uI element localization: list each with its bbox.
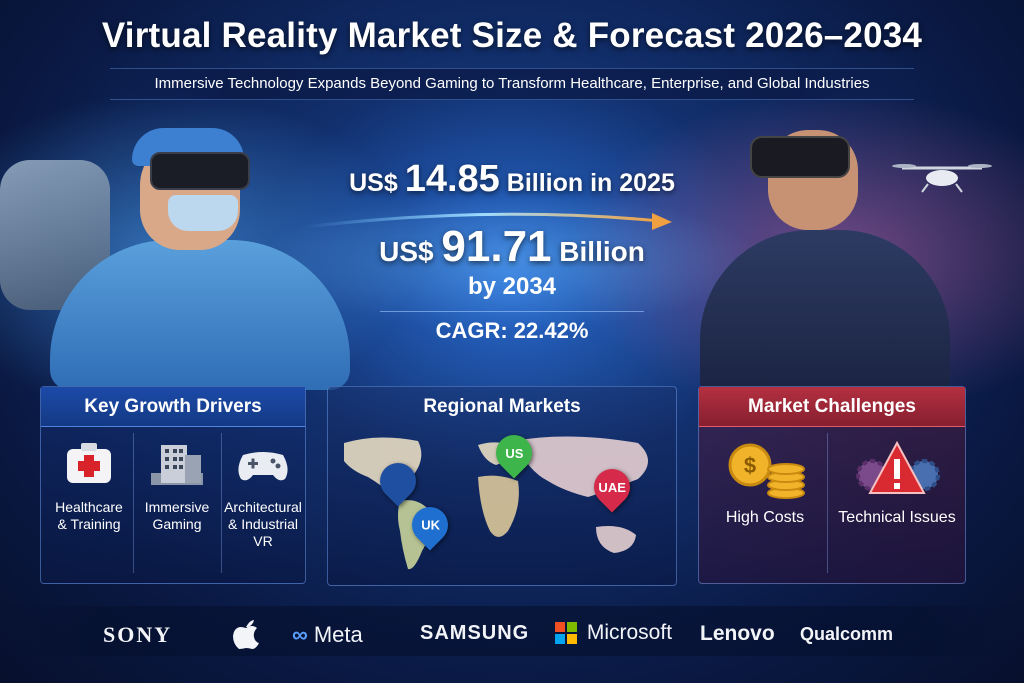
- vr-headset-icon: [750, 136, 850, 178]
- drone-icon: [892, 164, 992, 193]
- divider: [827, 433, 828, 573]
- meta-logo: ∞ Meta: [292, 622, 363, 647]
- challenge-high-costs: $ High Costs: [705, 439, 825, 527]
- page-subtitle: Immersive Technology Expands Beyond Gami…: [154, 75, 870, 92]
- currency-prefix: US$: [349, 169, 398, 197]
- driver-label: Immersive Gaming: [144, 499, 210, 532]
- qualcomm-logo: Qualcomm: [800, 624, 894, 644]
- surgeon-gown: [50, 240, 350, 390]
- regional-markets-panel: Regional Markets US UAE UK: [327, 386, 677, 586]
- panel-title: Key Growth Drivers: [41, 387, 305, 427]
- current-market-size: US$ 14.85 Billion in 2025: [0, 158, 1024, 201]
- market-challenges-panel: Market Challenges $ High Costs: [698, 386, 966, 584]
- warning-gears-icon: [852, 439, 942, 501]
- driver-label: Architectural & Industrial VR: [224, 499, 302, 549]
- microsoft-windows-icon: [555, 622, 577, 645]
- current-value: 14.85: [404, 158, 500, 200]
- panel-title: Market Challenges: [699, 387, 965, 427]
- panel-title: Regional Markets: [423, 396, 581, 417]
- challenge-label: Technical Issues: [838, 509, 956, 526]
- samsung-logo: SAMSUNG: [420, 622, 530, 644]
- driver-gaming: Immersive Gaming: [135, 439, 219, 533]
- cagr-value: CAGR: 22.42%: [435, 318, 589, 343]
- surgical-mask: [168, 195, 238, 231]
- driver-label: Healthcare & Training: [55, 499, 123, 532]
- forecast-suffix: Billion: [559, 236, 645, 267]
- challenge-label: High Costs: [725, 509, 805, 526]
- forecast-year: by 2034: [467, 273, 557, 300]
- vr-headset-icon: [150, 152, 250, 190]
- currency-prefix: US$: [379, 236, 434, 267]
- current-suffix: Billion in 2025: [506, 169, 675, 197]
- apple-logo-icon: [233, 620, 259, 649]
- driver-architectural: Architectural & Industrial VR: [221, 439, 305, 550]
- growth-drivers-panel: Key Growth Drivers Healthcare & Training: [40, 386, 306, 584]
- sony-logo: SONY: [103, 622, 173, 647]
- building-icon: [147, 439, 207, 489]
- divider: [221, 433, 222, 573]
- game-controller-icon: [233, 439, 293, 489]
- forecast-value: 91.71: [441, 222, 552, 271]
- lenovo-logo: Lenovo: [700, 622, 775, 645]
- growth-arrow-icon: [304, 212, 672, 230]
- meta-infinity-icon: ∞: [292, 622, 308, 647]
- forecast-market-size: US$ 91.71 Billion: [0, 222, 1024, 272]
- subtitle-band: [110, 68, 914, 100]
- gamer-hoodie: [700, 230, 950, 400]
- brand-logos-strip: SONY ∞ Meta SAMSUNG Microsoft Lenovo Qua…: [0, 606, 1024, 656]
- svg-text:$: $: [744, 453, 756, 478]
- medical-kit-icon: [59, 439, 119, 489]
- challenge-technical-issues: Technical Issues: [837, 439, 957, 527]
- divider: [133, 433, 134, 573]
- microsoft-logo: Microsoft: [555, 621, 672, 645]
- page-title: Virtual Reality Market Size & Forecast 2…: [101, 16, 923, 55]
- driver-healthcare: Healthcare & Training: [47, 439, 131, 533]
- divider: [380, 311, 644, 312]
- coins-icon: $: [720, 439, 810, 501]
